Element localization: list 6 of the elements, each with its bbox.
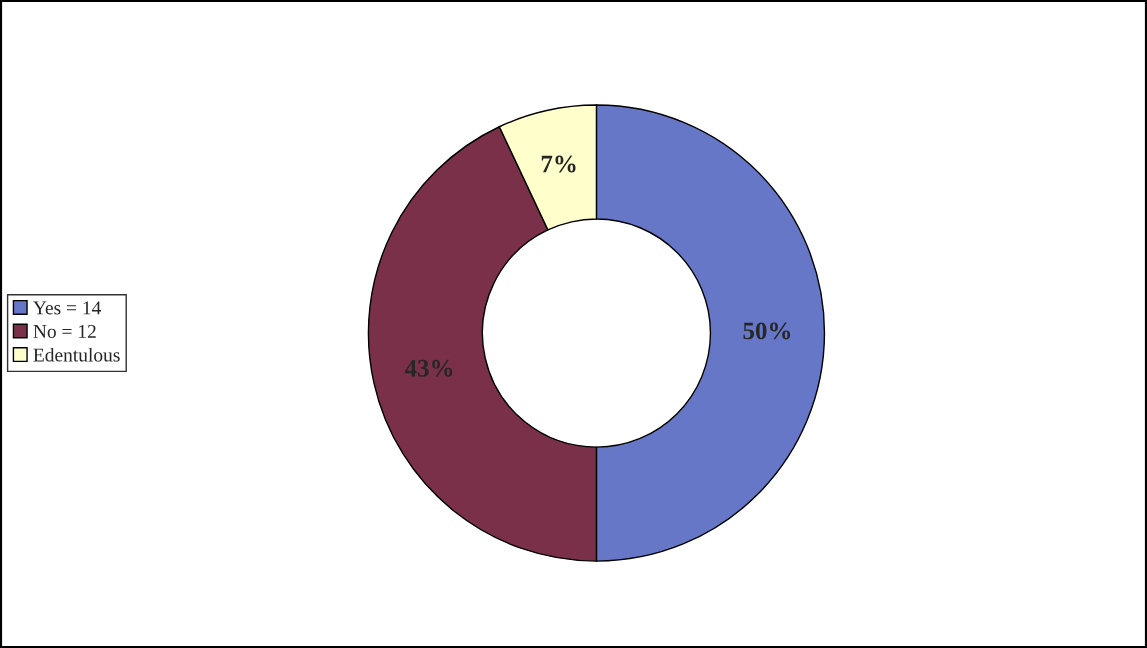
legend-label: Edentulous	[33, 347, 120, 362]
data-label: 43%	[404, 359, 453, 377]
legend-label: No = 12	[33, 324, 96, 338]
data-label: 7%	[541, 155, 576, 173]
data-label: 50%	[743, 322, 791, 340]
legend-label: Yes = 14	[33, 301, 101, 315]
